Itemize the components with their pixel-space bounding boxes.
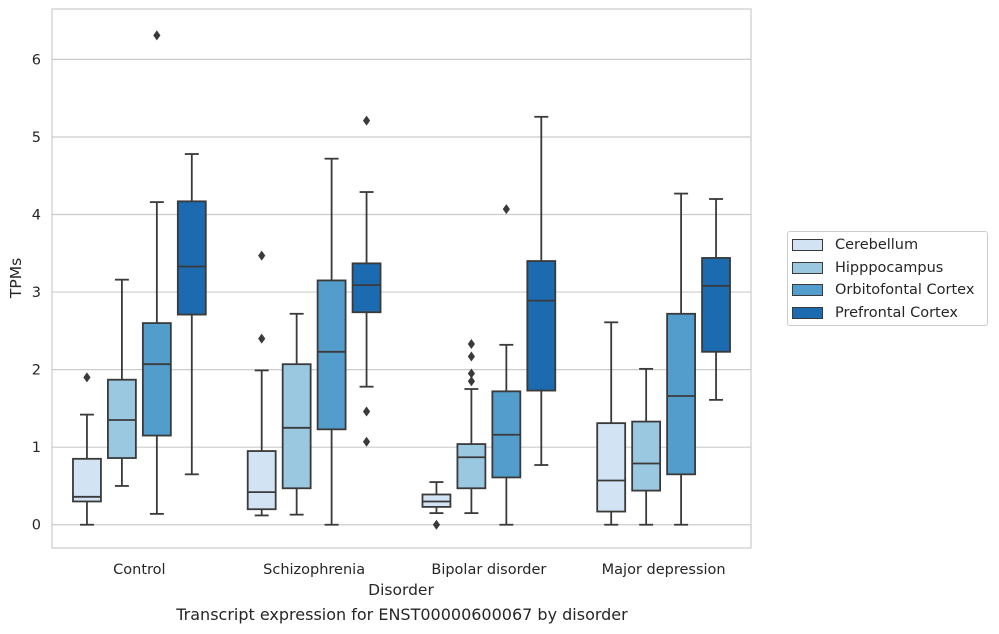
- y-tick-label: 2: [32, 363, 41, 379]
- box-orbitofontal-cortex-schizophrenia: [316, 157, 347, 526]
- box-hipppocampus-major-depression: [631, 367, 662, 526]
- legend-label: Prefrontal Cortex: [835, 304, 958, 321]
- chart-caption: Transcript expression for ENST0000060006…: [176, 605, 628, 624]
- outlier-point: [362, 115, 371, 126]
- outlier-point: [432, 519, 441, 530]
- x-tick-label: Bipolar disorder: [431, 562, 546, 578]
- legend-item: Prefrontal Cortex: [792, 303, 958, 323]
- box-iqr: [456, 443, 487, 490]
- box-cerebellum-control: [72, 372, 102, 526]
- box-iqr: [666, 312, 696, 476]
- y-tick-label: 5: [32, 130, 41, 146]
- series-hipppocampus: [107, 278, 662, 526]
- box-iqr: [141, 322, 172, 437]
- series-cerebellum: [72, 250, 627, 530]
- outlier-point: [258, 250, 266, 261]
- box-iqr: [526, 260, 557, 392]
- outlier-point: [362, 406, 371, 417]
- outlier-point: [83, 372, 91, 383]
- legend-swatch: [792, 261, 823, 274]
- y-tick-label: 0: [32, 518, 41, 534]
- box-iqr: [316, 279, 347, 431]
- legend-item: Hipppocampus: [792, 258, 943, 278]
- box-orbitofontal-cortex-bipolar-disorder: [491, 204, 522, 526]
- box-cerebellum-schizophrenia: [246, 250, 277, 517]
- box-hipppocampus-schizophrenia: [281, 312, 312, 516]
- box-orbitofontal-cortex-control: [141, 30, 172, 515]
- legend-swatch: [792, 284, 823, 296]
- y-tick-label: 3: [32, 285, 41, 301]
- box-prefrontal-cortex-control: [176, 153, 207, 476]
- legend-swatch: [792, 306, 823, 319]
- box-iqr: [701, 257, 731, 353]
- y-tick-labels: 0 1 2 3 4 5 6: [32, 52, 41, 533]
- x-axis-label: Disorder: [368, 581, 434, 599]
- box-cerebellum-major-depression: [596, 321, 627, 526]
- y-tick-label: 1: [32, 440, 41, 456]
- legend-label: Hipppocampus: [835, 259, 944, 276]
- y-tick-label: 6: [32, 52, 41, 68]
- box-prefrontal-cortex-schizophrenia: [351, 115, 382, 447]
- box-hipppocampus-bipolar-disorder: [456, 339, 487, 515]
- outlier-point: [467, 368, 475, 379]
- box-iqr: [107, 378, 137, 459]
- outlier-point: [362, 436, 371, 447]
- box-hipppocampus-control: [107, 278, 137, 487]
- box-iqr: [246, 450, 277, 511]
- series-prefrontal-cortex: [176, 115, 731, 476]
- x-tick-label: Control: [113, 562, 165, 578]
- outlier-point: [467, 376, 475, 387]
- y-tick-label: 4: [32, 208, 41, 224]
- legend-item: Cerebellum: [792, 235, 918, 255]
- legend: Cerebellum Hipppocampus Orbitofontal Corte…: [787, 231, 988, 326]
- outlier-point: [502, 204, 510, 215]
- y-axis-label: TPMs: [7, 258, 25, 299]
- x-tick-label: Schizophrenia: [263, 562, 365, 578]
- box-iqr: [596, 422, 627, 513]
- outlier-point: [258, 333, 266, 344]
- legend-swatch: [792, 239, 823, 251]
- outlier-point: [467, 351, 475, 362]
- x-tick-label: Major depression: [602, 562, 726, 578]
- box-prefrontal-cortex-bipolar-disorder: [526, 115, 557, 466]
- box-iqr: [351, 262, 382, 314]
- outlier-point: [467, 339, 475, 350]
- box-iqr: [176, 200, 207, 316]
- box-cerebellum-bipolar-disorder: [421, 481, 452, 530]
- outlier-point: [153, 30, 161, 41]
- box-iqr: [631, 420, 662, 492]
- box-iqr: [281, 363, 312, 490]
- box-iqr: [72, 457, 102, 503]
- box-series: [72, 30, 731, 530]
- x-tick-labels: Control Schizophrenia Bipolar disorder Majo…: [113, 562, 725, 578]
- legend-item: Orbitofontal Cortex: [792, 280, 974, 300]
- series-orbitofontal-cortex: [141, 30, 696, 526]
- legend-label: Cerebellum: [835, 237, 919, 253]
- legend-label: Orbitofontal Cortex: [835, 282, 975, 298]
- box-orbitofontal-cortex-major-depression: [666, 192, 696, 526]
- box-prefrontal-cortex-major-depression: [701, 198, 731, 401]
